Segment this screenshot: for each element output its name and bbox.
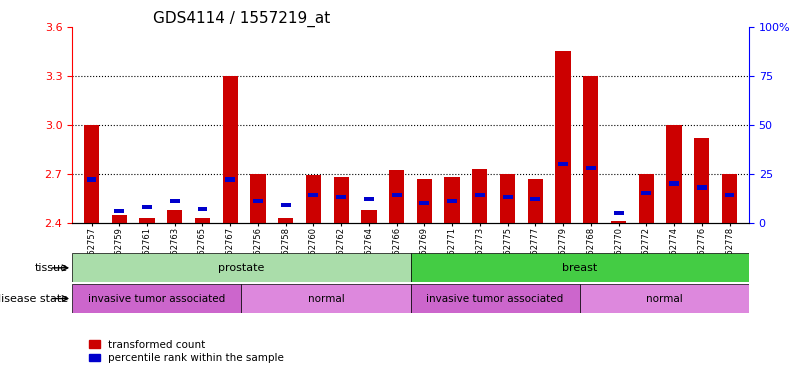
Text: GDS4114 / 1557219_at: GDS4114 / 1557219_at [153,11,331,27]
Text: invasive tumor associated: invasive tumor associated [426,293,564,304]
Bar [445,177,460,223]
Bar [392,193,401,197]
Bar [167,210,183,223]
Bar [411,253,749,282]
Bar [142,205,152,209]
Text: breast: breast [562,263,598,273]
Bar [586,166,596,170]
Bar [251,174,266,223]
Bar [583,76,598,223]
Bar [195,218,210,223]
Bar [722,174,737,223]
Bar [225,177,235,182]
Bar [558,162,568,166]
Legend: transformed count, percentile rank within the sample: transformed count, percentile rank withi… [86,336,288,367]
Bar [306,175,321,223]
Bar [308,193,318,197]
Bar [72,284,241,313]
Bar [528,179,543,223]
Bar [725,193,735,197]
Bar [638,174,654,223]
Text: invasive tumor associated: invasive tumor associated [88,293,225,304]
Bar [389,170,405,223]
Bar [198,207,207,211]
Bar [170,199,179,204]
Bar [364,197,374,201]
Bar [115,209,124,213]
Bar [420,201,429,205]
Bar [666,125,682,223]
Bar [361,210,376,223]
Bar [614,211,623,215]
Bar [84,125,99,223]
Bar [611,221,626,223]
Bar [139,218,155,223]
Bar [72,253,411,282]
Bar [555,51,570,223]
Bar [278,218,293,223]
Bar [669,181,679,186]
Text: disease state: disease state [0,293,68,304]
Bar [642,191,651,195]
Bar [475,193,485,197]
Bar [280,203,291,207]
Bar [336,195,346,199]
Text: normal: normal [646,293,682,304]
Bar [87,177,96,182]
Bar [694,138,710,223]
Bar [447,199,457,204]
Bar [241,284,411,313]
Bar [473,169,488,223]
Text: normal: normal [308,293,344,304]
Text: tissue: tissue [35,263,68,273]
Bar [111,215,127,223]
Bar [417,179,432,223]
Bar [530,197,541,201]
Bar [253,199,263,204]
Bar [223,76,238,223]
Bar [333,177,348,223]
Bar [697,185,706,190]
Bar [500,174,515,223]
Bar [411,284,580,313]
Bar [580,284,749,313]
Bar [503,195,513,199]
Text: prostate: prostate [218,263,264,273]
